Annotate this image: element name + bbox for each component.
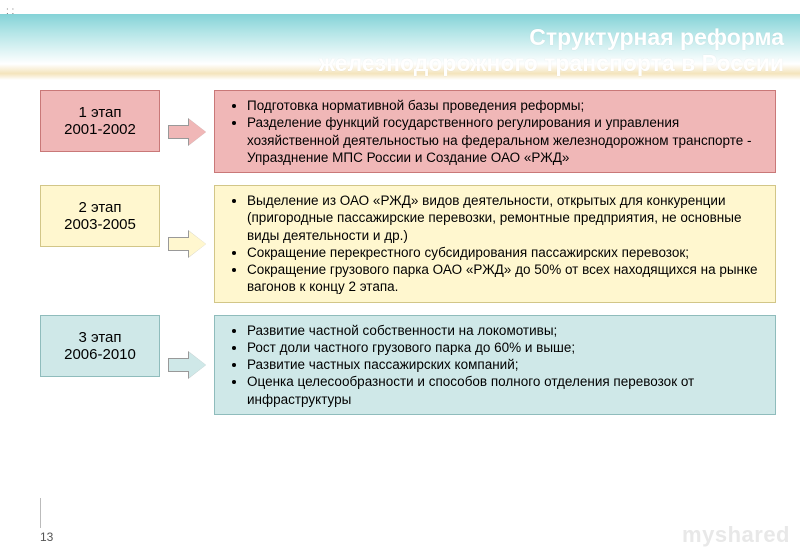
list-item: Сокращение перекрестного субсидирования …: [247, 244, 765, 261]
stage-label-line1: 2 этап: [78, 199, 121, 216]
stage-label-line2: 2001-2002: [64, 121, 136, 138]
list-item: Рост доли частного грузового парка до 60…: [247, 339, 765, 356]
watermark: myshared: [682, 522, 790, 548]
arrow-icon: [168, 354, 206, 376]
stage-content: Развитие частной собственности на локомо…: [214, 315, 776, 415]
bullet-list: Выделение из ОАО «РЖД» видов деятельност…: [233, 192, 765, 296]
stage-label-line2: 2003-2005: [64, 216, 136, 233]
stage-content: Подготовка нормативной базы проведения р…: [214, 90, 776, 173]
page-title: Структурная реформа железнодорожного тра…: [0, 24, 784, 77]
list-item: Развитие частной собственности на локомо…: [247, 322, 765, 339]
list-item: Оценка целесообразности и способов полно…: [247, 373, 765, 408]
stage-label-line1: 1 этап: [78, 104, 121, 121]
stage-row: 3 этап2006-2010 Развитие частной собствен…: [40, 315, 776, 415]
bullet-list: Подготовка нормативной базы проведения р…: [233, 97, 765, 166]
stage-label: 3 этап2006-2010: [40, 315, 160, 377]
page-number: 13: [40, 530, 53, 544]
arrow-icon: [168, 121, 206, 143]
list-item: Подготовка нормативной базы проведения р…: [247, 97, 765, 114]
list-item: Сокращение грузового парка ОАО «РЖД» до …: [247, 261, 765, 296]
stage-label: 1 этап2001-2002: [40, 90, 160, 152]
arrow-wrap: [160, 185, 214, 303]
title-line1: Структурная реформа: [529, 24, 784, 50]
list-item: Выделение из ОАО «РЖД» видов деятельност…: [247, 192, 765, 244]
stage-row: 1 этап2001-2002 Подготовка нормативной ба…: [40, 90, 776, 173]
stage-label: 2 этап2003-2005: [40, 185, 160, 247]
title-line2: железнодорожного транспорта в России: [319, 50, 784, 76]
stage-label-line1: 3 этап: [78, 329, 121, 346]
list-item: Развитие частных пассажирских компаний;: [247, 356, 765, 373]
footer-divider: [40, 498, 46, 528]
stage-content: Выделение из ОАО «РЖД» видов деятельност…: [214, 185, 776, 303]
slide: : : Структурная реформа железнодорожного…: [0, 0, 800, 554]
stage-label-line2: 2006-2010: [64, 346, 136, 363]
arrow-wrap: [160, 90, 214, 173]
bullet-list: Развитие частной собственности на локомо…: [233, 322, 765, 408]
header: Структурная реформа железнодорожного тра…: [0, 14, 800, 80]
stages-container: 1 этап2001-2002 Подготовка нормативной ба…: [40, 90, 776, 427]
list-item: Разделение функций государственного регу…: [247, 114, 765, 166]
arrow-icon: [168, 233, 206, 255]
stage-row: 2 этап2003-2005 Выделение из ОАО «РЖД» ви…: [40, 185, 776, 303]
arrow-wrap: [160, 315, 214, 415]
